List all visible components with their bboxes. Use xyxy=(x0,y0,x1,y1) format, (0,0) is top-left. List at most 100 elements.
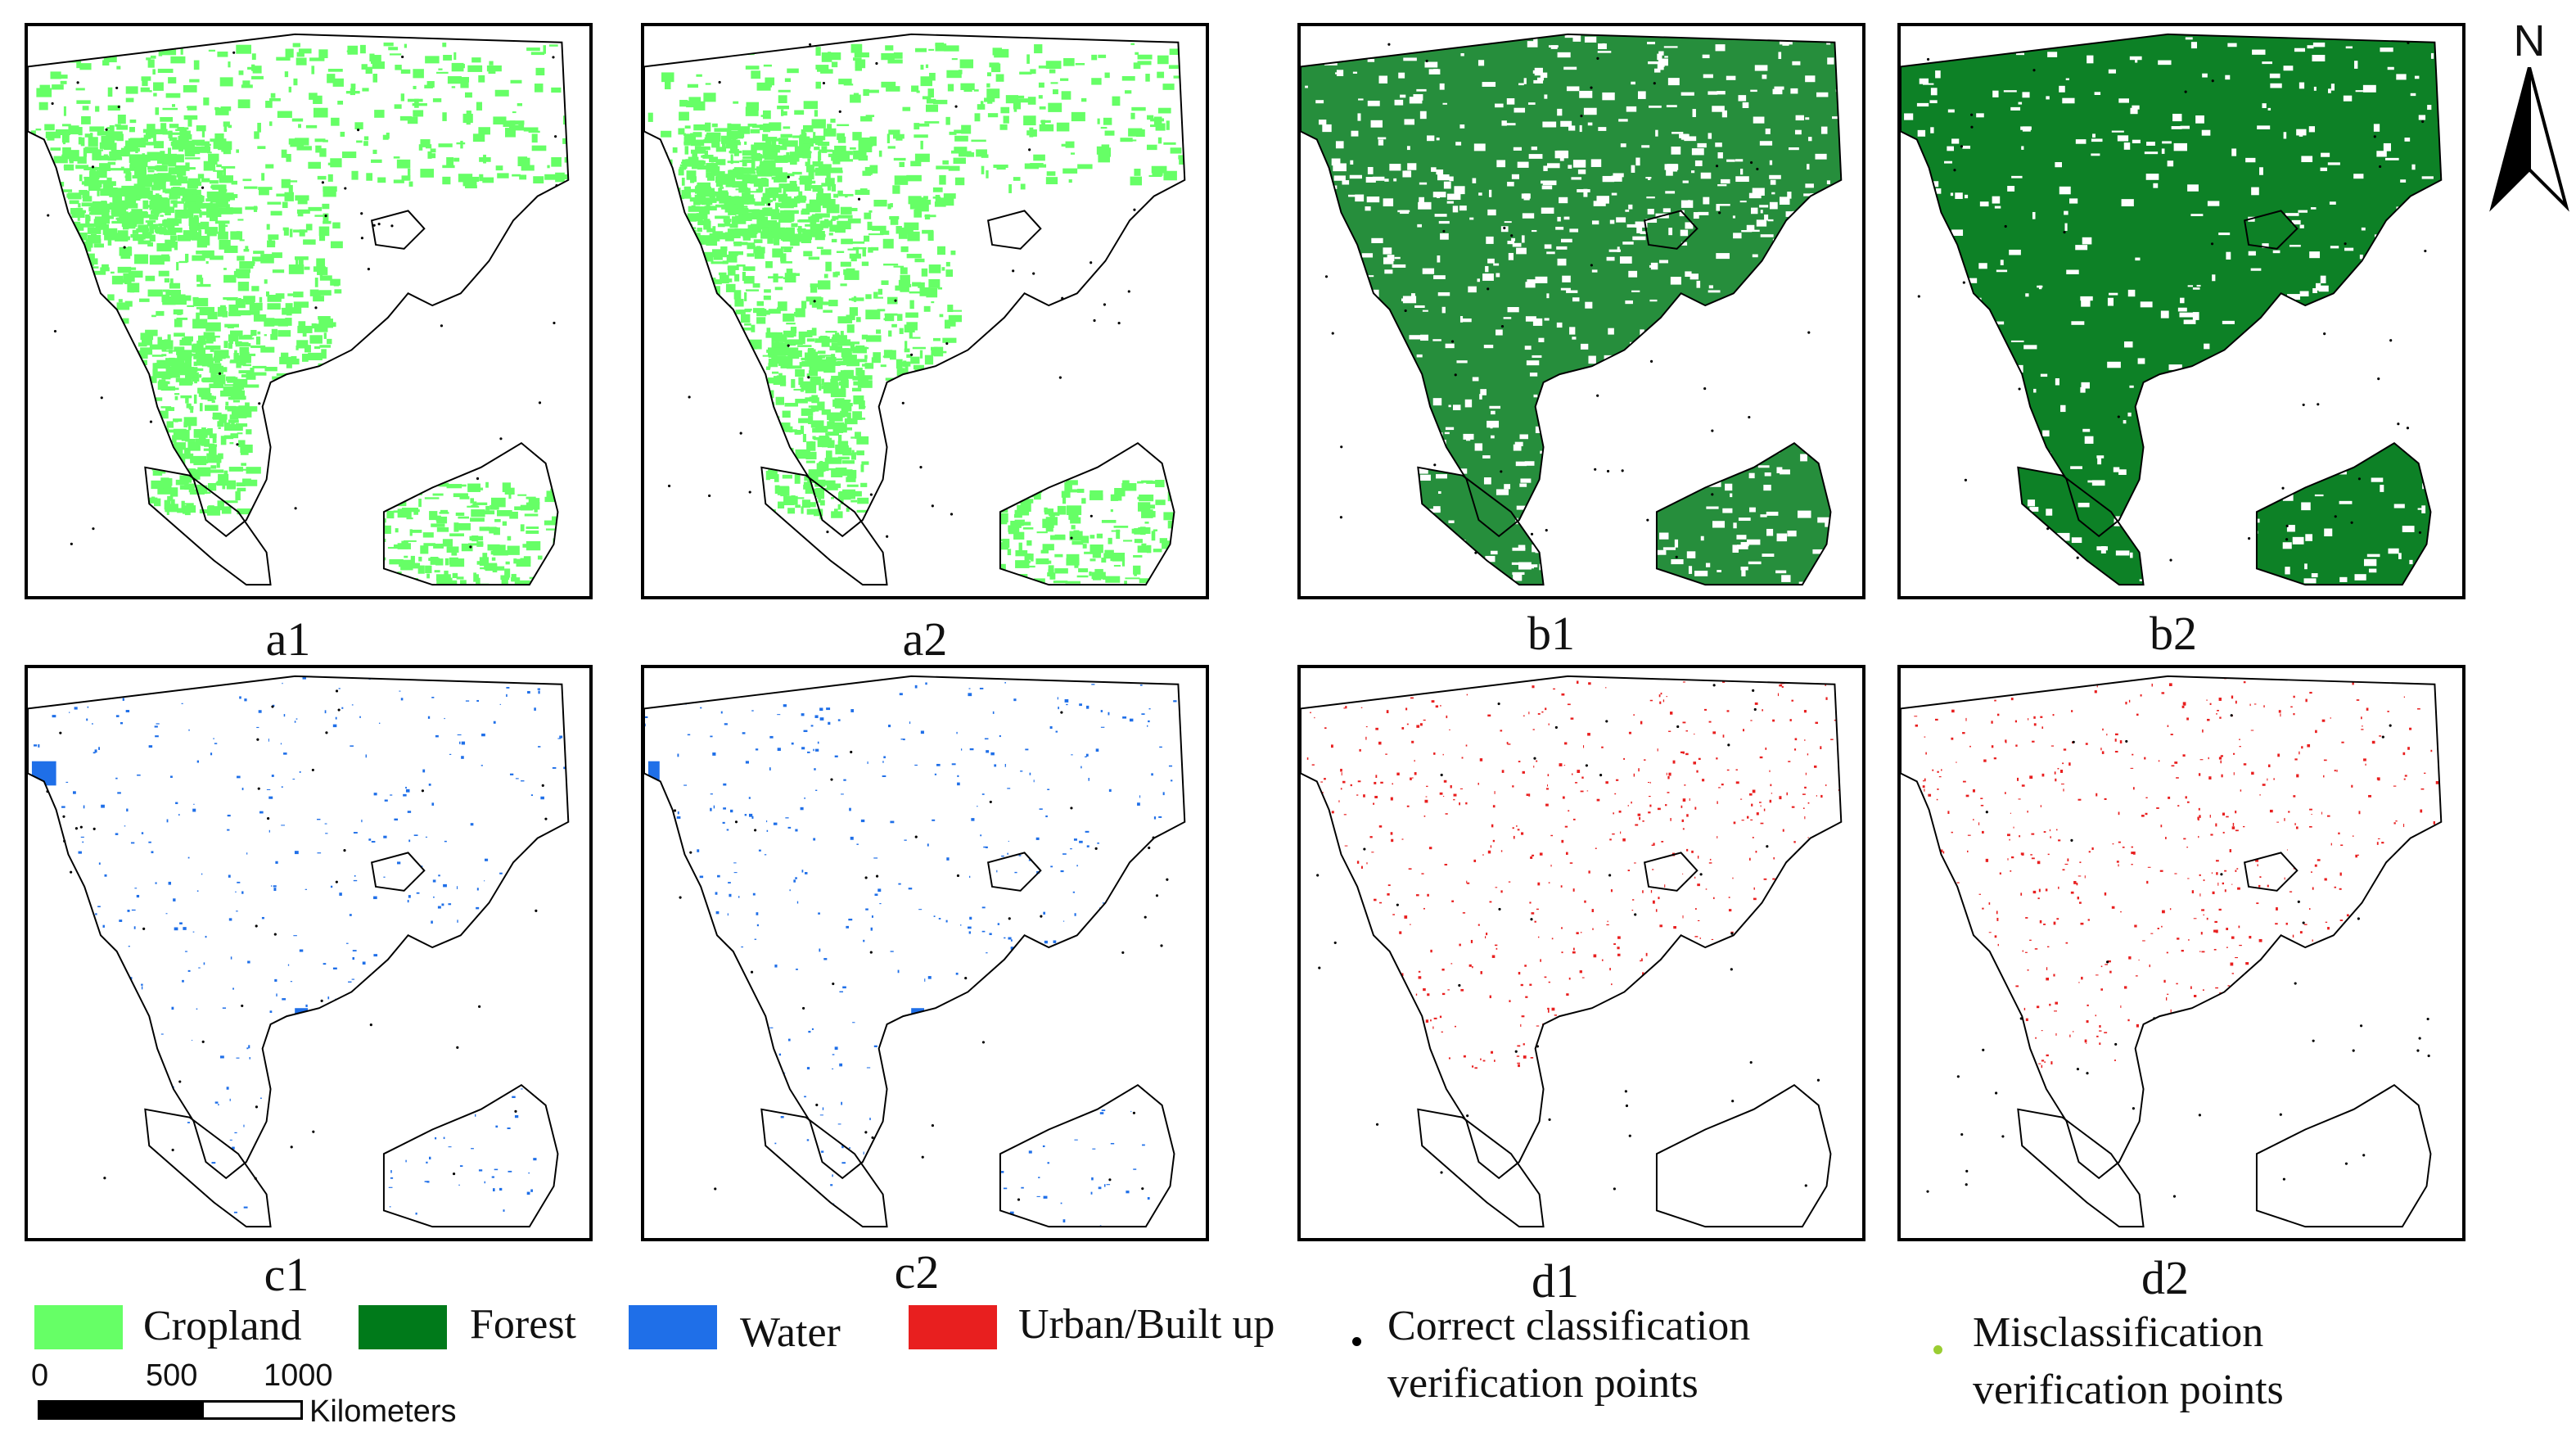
verification-point xyxy=(178,1080,182,1083)
verification-point xyxy=(2294,982,2297,985)
verification-point xyxy=(555,184,558,188)
verification-point xyxy=(1962,281,1965,284)
verification-point xyxy=(869,493,873,496)
verification-point xyxy=(1675,555,1678,558)
verification-point xyxy=(372,224,376,227)
verification-point xyxy=(2379,165,2382,169)
verification-point xyxy=(2132,1107,2135,1110)
verification-point xyxy=(679,896,682,899)
verification-point xyxy=(105,128,108,131)
verification-point xyxy=(1804,1184,1807,1187)
verification-point xyxy=(1058,376,1062,379)
verification-point xyxy=(1017,1198,1021,1201)
verification-point xyxy=(1530,918,1533,921)
panel-label-c1: c1 xyxy=(264,1248,309,1301)
verification-point xyxy=(1965,1169,1969,1173)
verification-point xyxy=(290,1145,293,1149)
map-panel-c2 xyxy=(641,665,1209,1241)
verification-point xyxy=(1433,463,1437,467)
verification-point xyxy=(864,876,868,879)
verification-point xyxy=(2211,79,2214,83)
verification-point xyxy=(956,874,960,878)
coastline-a2-1 xyxy=(986,210,1042,250)
verification-point xyxy=(390,224,394,228)
verification-point xyxy=(1953,169,1956,172)
verification-point xyxy=(241,1004,244,1007)
landcover-urban-d2 xyxy=(1901,676,2442,1074)
map-b2-canvas xyxy=(1901,33,2443,586)
map-c2-canvas xyxy=(644,675,1186,1228)
verification-point xyxy=(2072,740,2075,743)
legend-swatch-forest xyxy=(359,1305,447,1349)
verification-point xyxy=(201,1040,205,1043)
verification-point xyxy=(2344,1162,2348,1165)
verification-point xyxy=(1108,1178,1112,1182)
coastline-a1-1 xyxy=(370,210,426,250)
verification-point xyxy=(2352,1049,2355,1052)
verification-point xyxy=(1628,1134,1631,1137)
verification-point xyxy=(171,1148,174,1152)
verification-point xyxy=(1061,296,1064,300)
verification-point xyxy=(2282,1177,2285,1181)
legend-swatch-cropland xyxy=(34,1305,123,1349)
verification-point xyxy=(2418,1037,2421,1040)
verification-point xyxy=(314,306,318,310)
verification-point xyxy=(401,55,404,59)
verification-point xyxy=(1340,445,1343,449)
verification-point xyxy=(538,401,542,404)
verification-point xyxy=(1012,269,1015,273)
panel-label-b2: b2 xyxy=(2150,607,2197,660)
verification-point xyxy=(325,731,328,734)
verification-point xyxy=(1487,287,1490,291)
verification-point xyxy=(1141,1187,1144,1191)
verification-point xyxy=(822,81,826,85)
verification-point xyxy=(787,344,790,347)
coastline-d1-0 xyxy=(1301,675,1843,1180)
verification-point xyxy=(2381,735,2384,739)
verification-point xyxy=(46,790,49,793)
scale-unit: Kilometers xyxy=(309,1394,457,1429)
landcover-forest-b1 xyxy=(1301,34,1842,585)
legend-dot-correct xyxy=(1352,1337,1361,1346)
verification-point xyxy=(514,1109,517,1113)
verification-point xyxy=(875,874,879,878)
verification-point xyxy=(2004,224,2007,228)
verification-point xyxy=(1160,944,1163,947)
verification-point xyxy=(813,300,816,303)
verification-point xyxy=(838,110,841,113)
verification-point xyxy=(1727,743,1730,747)
verification-point xyxy=(335,689,339,693)
verification-point xyxy=(714,1187,717,1191)
verification-point xyxy=(1530,532,1534,535)
verification-point xyxy=(1590,86,1593,89)
verification-point xyxy=(469,545,472,549)
verification-point xyxy=(360,212,363,215)
verification-point xyxy=(552,56,555,59)
verification-point xyxy=(1466,1114,1469,1118)
coastline-b1-2 xyxy=(1417,466,1545,586)
verification-point xyxy=(1144,915,1147,919)
legend-label-urban: Urban/Built up xyxy=(1018,1301,1275,1348)
verification-point xyxy=(1498,907,1501,911)
verification-point xyxy=(76,81,79,84)
verification-point xyxy=(59,731,62,734)
verification-point xyxy=(875,61,878,66)
legend-label-correct-line2: verification points xyxy=(1387,1360,1699,1407)
legend-swatch-water xyxy=(629,1305,717,1349)
verification-point xyxy=(1730,968,1733,971)
verification-point xyxy=(544,817,548,820)
verification-point xyxy=(100,396,103,400)
verification-point xyxy=(2389,724,2392,727)
panel-label-a1: a1 xyxy=(265,612,311,666)
verification-point xyxy=(2302,921,2305,924)
verification-point xyxy=(2362,1154,2366,1157)
panel-label-c2: c2 xyxy=(894,1245,940,1299)
verification-point xyxy=(1032,272,1035,275)
legend-label-mis-line2: verification points xyxy=(1973,1367,2284,1413)
coastline-c2-0 xyxy=(644,675,1186,1180)
verification-point xyxy=(258,402,261,405)
verification-point xyxy=(954,105,958,108)
verification-point xyxy=(2427,1054,2430,1058)
verification-point xyxy=(1605,720,1608,723)
legend-dot-misclassification xyxy=(1933,1345,1942,1354)
